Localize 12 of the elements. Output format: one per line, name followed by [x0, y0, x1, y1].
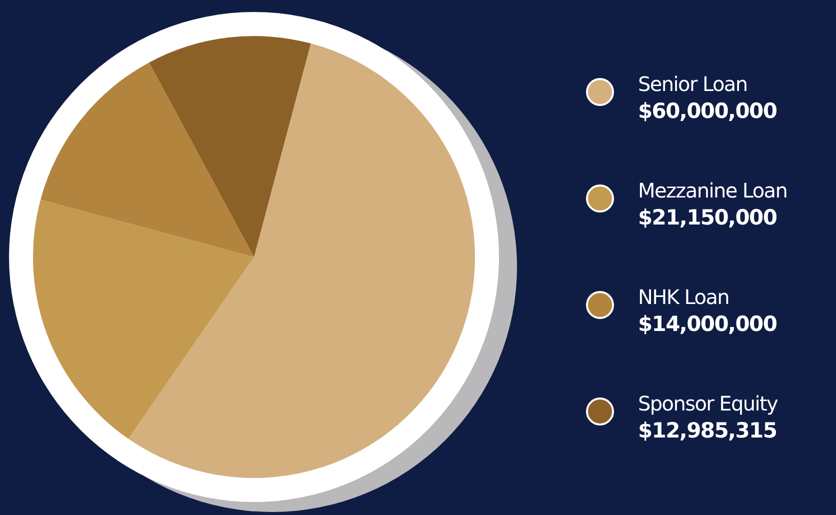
- pie-slice: [40, 62, 254, 257]
- legend-label: NHK Loan: [638, 285, 730, 309]
- pie-slice: [149, 36, 311, 257]
- legend-label: Mezzanine Loan: [638, 178, 788, 202]
- data-label: $60,000,000: [638, 99, 777, 123]
- legend-label: Sponsor Equity: [638, 392, 779, 416]
- pie-slice: [33, 200, 254, 439]
- data-label: $21,150,000: [638, 206, 777, 230]
- pie-slice: [128, 43, 475, 478]
- data-label: $12,985,315: [638, 418, 777, 442]
- data-label: $14,000,000: [638, 312, 777, 336]
- legend-label: Senior Loan: [638, 72, 748, 96]
